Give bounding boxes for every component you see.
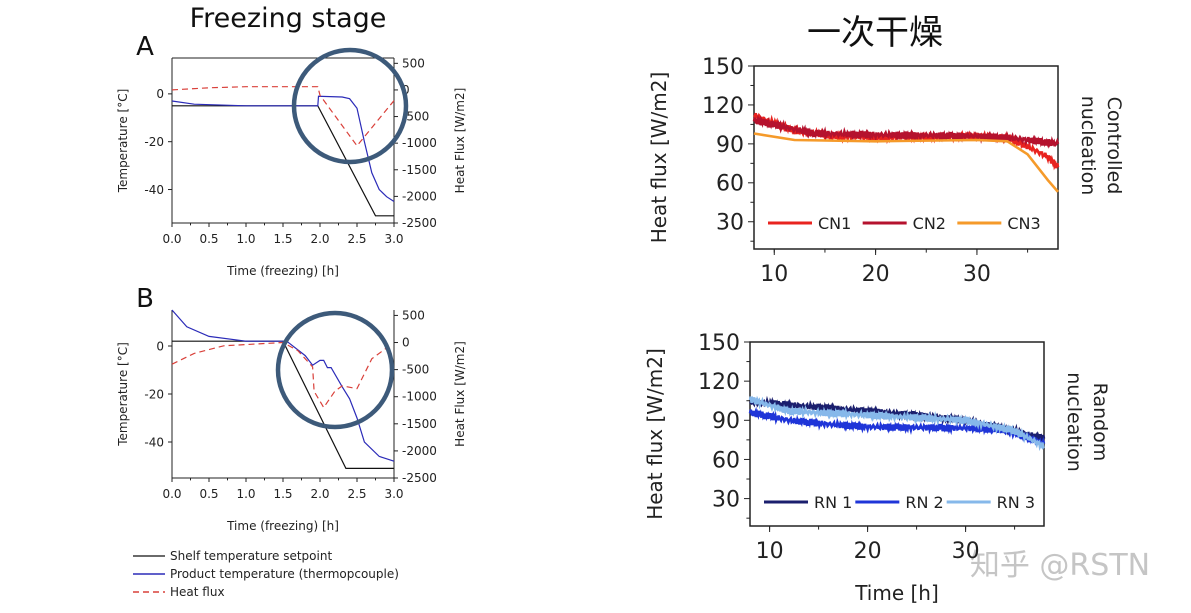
y2-tick-label: -1500 [402, 163, 437, 177]
y2-tick-label: -1000 [402, 390, 437, 404]
y-tick-label: 150 [698, 331, 740, 356]
series-line-product [171, 95, 395, 203]
x-axis-label: Time [h] [854, 581, 939, 605]
panel-label: A [136, 32, 154, 62]
y2-tick-label: -500 [402, 363, 429, 377]
y-tick-label: 0 [156, 339, 164, 353]
chart-A: 0.0 0.5 1.0 1.5 2.0 2.5 3.00-20-405000-500-100… [116, 32, 467, 278]
plot-frame [749, 341, 1045, 527]
y2-tick-label: -2500 [402, 216, 437, 230]
right-title: 一次干燥 [807, 13, 943, 53]
y-axis-label: Temperature [°C] [116, 89, 130, 194]
y2-tick-label: -2000 [402, 444, 437, 458]
x-tick-label: 3.0 [384, 232, 403, 246]
y2-tick-label: 500 [402, 308, 425, 322]
legend-label-shelf: Shelf temperature setpoint [170, 549, 332, 563]
y-tick-label: 0 [156, 87, 164, 101]
y-axis-label: Heat flux [W/m2] [647, 72, 671, 244]
left-legend: Shelf temperature setpoint Product tempe… [133, 549, 399, 599]
x-tick-label: 1.0 [236, 232, 255, 246]
series-line-heat_flux [171, 86, 395, 147]
chart-D: 10 20 30 150 120 90 60 30 Time [h] Heat flux [W/m… [643, 331, 1111, 605]
x-tick-label: 0.5 [199, 487, 218, 501]
legend-label: RN 3 [997, 493, 1035, 512]
series-line-RN3 [748, 395, 1045, 452]
highlight-circle [275, 310, 395, 430]
y2-tick-label: -1000 [402, 136, 437, 150]
y-tick-label: 120 [702, 94, 744, 119]
watermark: 知乎 @RSTN [970, 548, 1150, 583]
y-tick-label: 150 [702, 55, 744, 80]
x-axis-label: Time (freezing) [h] [226, 264, 339, 278]
y-tick-label: 90 [712, 409, 740, 434]
side-label: Controlled [1103, 97, 1125, 195]
y-tick-label: -20 [144, 135, 164, 149]
y-tick-label: -40 [144, 435, 164, 449]
highlight-circle [291, 47, 409, 165]
legend-label: RN 2 [905, 493, 943, 512]
side-label: nucleation [1063, 372, 1085, 472]
x-tick-label: 2.5 [347, 487, 366, 501]
x-tick-label: 2.0 [310, 487, 329, 501]
y2-tick-label: 500 [402, 56, 425, 70]
side-label: Random [1089, 383, 1111, 462]
x-tick-label: 30 [963, 262, 991, 287]
y-tick-label: 30 [712, 488, 740, 513]
y-tick-label: 60 [716, 172, 744, 197]
y2-axis-label: Heat Flux [W/m2] [453, 341, 467, 447]
y2-axis-label: Heat Flux [W/m2] [453, 88, 467, 194]
x-tick-label: 3.0 [384, 487, 403, 501]
series-line-product [171, 309, 395, 462]
y2-tick-label: -1500 [402, 417, 437, 431]
legend-label-product: Product temperature (thermopcouple) [170, 567, 399, 581]
x-axis-label: Time (freezing) [h] [226, 519, 339, 533]
y-tick-label: 30 [716, 211, 744, 236]
series-line-heat_flux [171, 341, 387, 409]
x-tick-label: 1.5 [273, 232, 292, 246]
series-line-shelf [172, 340, 394, 469]
legend-label: CN2 [913, 214, 946, 233]
y-tick-label: 90 [716, 133, 744, 158]
chart-C: 10 20 30 150 120 90 60 30 Heat flux [W/m2] Contro… [647, 55, 1125, 287]
x-tick-label: 0.5 [199, 232, 218, 246]
y2-tick-label: 0 [402, 336, 410, 350]
series-line-CN3 [753, 132, 1059, 193]
x-tick-label: 10 [756, 539, 784, 564]
x-tick-label: 2.5 [347, 232, 366, 246]
x-tick-label: 0.0 [162, 487, 181, 501]
y2-tick-label: -2500 [402, 471, 437, 485]
side-label: nucleation [1077, 96, 1099, 196]
y-tick-label: -40 [144, 183, 164, 197]
x-tick-label: 1.5 [273, 487, 292, 501]
y-tick-label: 60 [712, 448, 740, 473]
panel-label: B [136, 284, 154, 314]
left-title: Freezing stage [190, 3, 387, 34]
y-axis-label: Heat flux [W/m2] [643, 348, 667, 520]
x-tick-label: 1.0 [236, 487, 255, 501]
y2-tick-label: -500 [402, 110, 429, 124]
legend-label: RN 1 [814, 493, 852, 512]
y2-tick-label: -2000 [402, 189, 437, 203]
legend-label: CN3 [1007, 214, 1040, 233]
legend-label-heat-flux: Heat flux [170, 585, 225, 599]
chart-B: 0.0 0.5 1.0 1.5 2.0 2.5 3.0 0 -20 -40 500 0 -500 -100… [116, 284, 467, 533]
y-tick-label: 120 [698, 370, 740, 395]
y-tick-label: -20 [144, 387, 164, 401]
x-tick-label: 30 [952, 539, 980, 564]
legend-label: CN1 [818, 214, 851, 233]
x-tick-label: 0.0 [162, 232, 181, 246]
series-line-CN2 [752, 114, 1060, 149]
x-tick-label: 2.0 [310, 232, 329, 246]
plot-frame [753, 65, 1059, 250]
x-tick-label: 20 [862, 262, 890, 287]
y-axis-label: Temperature [°C] [116, 342, 130, 447]
x-tick-label: 10 [760, 262, 788, 287]
x-tick-label: 20 [854, 539, 882, 564]
